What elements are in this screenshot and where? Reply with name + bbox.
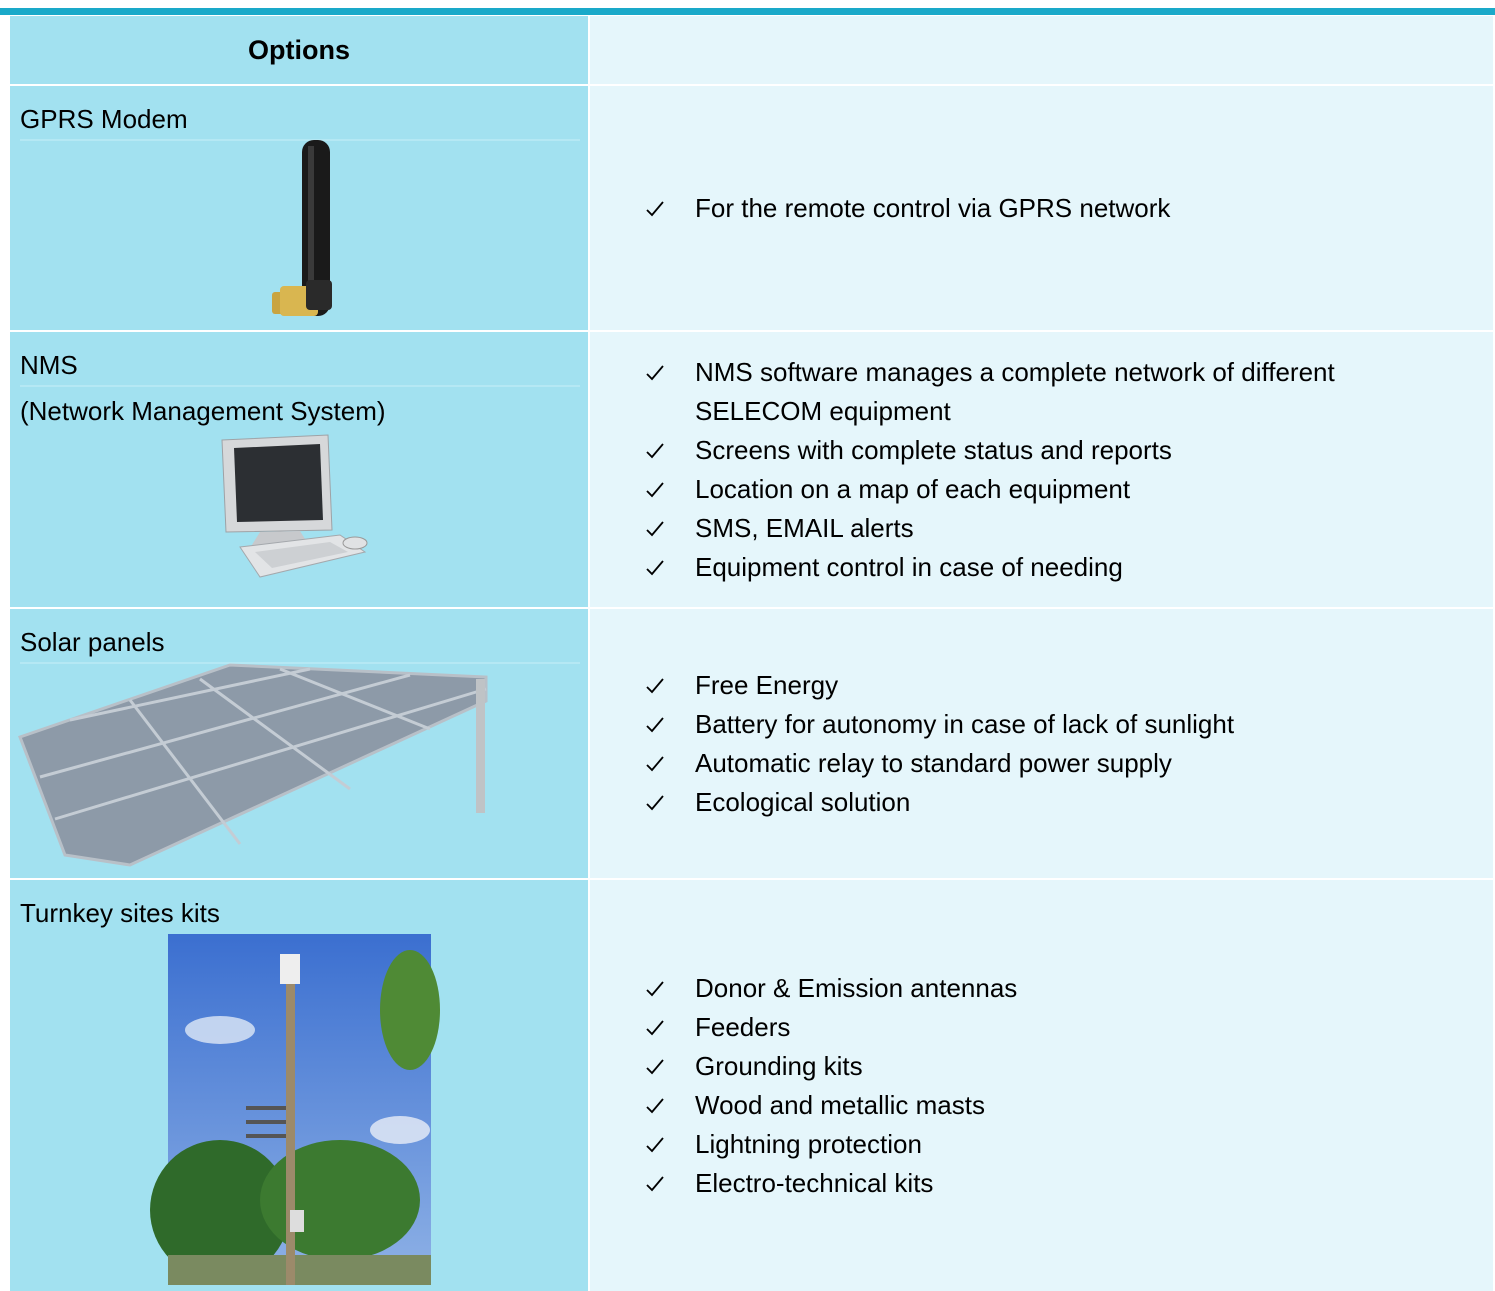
feature-text: Automatic relay to standard power supply [695,747,1172,778]
check-mark [646,716,664,732]
feature-item: Automatic relay to standard power supply [640,744,1234,783]
option-name: NMS (Network Management System) [10,332,588,434]
header-cell-empty [590,16,1493,84]
feature-item: Equipment control in case of needing [640,548,1435,587]
header-cell: Options [10,16,588,84]
check-mark [646,1175,664,1191]
check-mark [646,481,664,497]
check-mark [646,980,664,996]
option-name-line: GPRS Modem [20,104,188,134]
features-cell: NMS software manages a complete network … [590,332,1493,607]
options-table: Options GPRS Modem For the remote control… [10,16,1493,1291]
feature-item: NMS software manages a complete network … [640,353,1435,431]
option-name-line: Solar panels [20,627,165,657]
check-mark [646,442,664,458]
option-name: Turnkey sites kits [10,880,588,936]
feature-text: Location on a map of each equipment [695,473,1131,504]
check-mark [646,1058,664,1074]
option-cell: Turnkey sites kits [10,880,588,1291]
feature-list: Donor & Emission antennas Feeders Groundin… [590,969,1017,1203]
feature-text: Wood and metallic masts [695,1089,985,1120]
feature-text: Lightning protection [695,1128,922,1159]
check-mark [646,755,664,771]
check-mark [646,520,664,536]
feature-item: Lightning protection [640,1125,1017,1164]
feature-text: NMS software manages a complete network … [695,356,1335,426]
feature-item: Grounding kits [640,1047,1017,1086]
feature-text: Donor & Emission antennas [695,972,1018,1003]
check-mark [646,364,664,380]
feature-item: Free Energy [640,666,1234,705]
feature-text: Feeders [695,1011,791,1042]
option-cell: Solar panels [10,609,588,878]
feature-item: For the remote control via GPRS network [640,189,1170,228]
feature-list: For the remote control via GPRS network [590,189,1170,228]
site-photo-image [150,934,440,1285]
option-name-line: NMS [20,350,78,380]
check-mark [646,200,664,216]
check-mark [646,1136,664,1152]
antenna-image [20,139,580,316]
check-mark [646,677,664,693]
feature-item: SMS, EMAIL alerts [640,509,1435,548]
feature-item: Donor & Emission antennas [640,969,1017,1008]
option-cell: GPRS Modem [10,86,588,330]
feature-item: Ecological solution [640,783,1234,822]
features-cell: For the remote control via GPRS network [590,86,1493,330]
solar-panel-image [18,662,580,867]
feature-list: NMS software manages a complete network … [590,353,1435,587]
option-name-line: (Network Management System) [20,396,386,426]
feature-item: Wood and metallic masts [640,1086,1017,1125]
features-cell: Free Energy Battery for autonomy in case … [590,609,1493,878]
feature-text: Screens with complete status and reports [695,434,1172,465]
option-name: Solar panels [10,609,588,665]
option-cell: NMS (Network Management System) [10,332,588,607]
check-mark [646,794,664,810]
feature-list: Free Energy Battery for autonomy in case … [590,666,1234,822]
feature-text: Equipment control in case of needing [695,551,1123,582]
feature-text: Battery for autonomy in case of lack of … [695,708,1235,739]
feature-item: Screens with complete status and reports [640,431,1435,470]
option-name: GPRS Modem [10,86,588,142]
check-mark [646,559,664,575]
feature-item: Feeders [640,1008,1017,1047]
feature-text: Electro-technical kits [695,1167,934,1198]
feature-text: SMS, EMAIL alerts [695,512,914,543]
top-rule [0,8,1495,15]
feature-text: Grounding kits [695,1050,863,1081]
option-name-line: Turnkey sites kits [20,898,220,928]
feature-text: Ecological solution [695,786,911,817]
feature-text: Free Energy [695,669,839,700]
feature-item: Electro-technical kits [640,1164,1017,1203]
features-cell: Donor & Emission antennas Feeders Groundin… [590,880,1493,1291]
check-mark [646,1097,664,1113]
feature-item: Battery for autonomy in case of lack of … [640,705,1234,744]
computer-image [20,385,580,578]
feature-text: For the remote control via GPRS network [695,192,1171,223]
check-mark [646,1019,664,1035]
feature-item: Location on a map of each equipment [640,470,1435,509]
